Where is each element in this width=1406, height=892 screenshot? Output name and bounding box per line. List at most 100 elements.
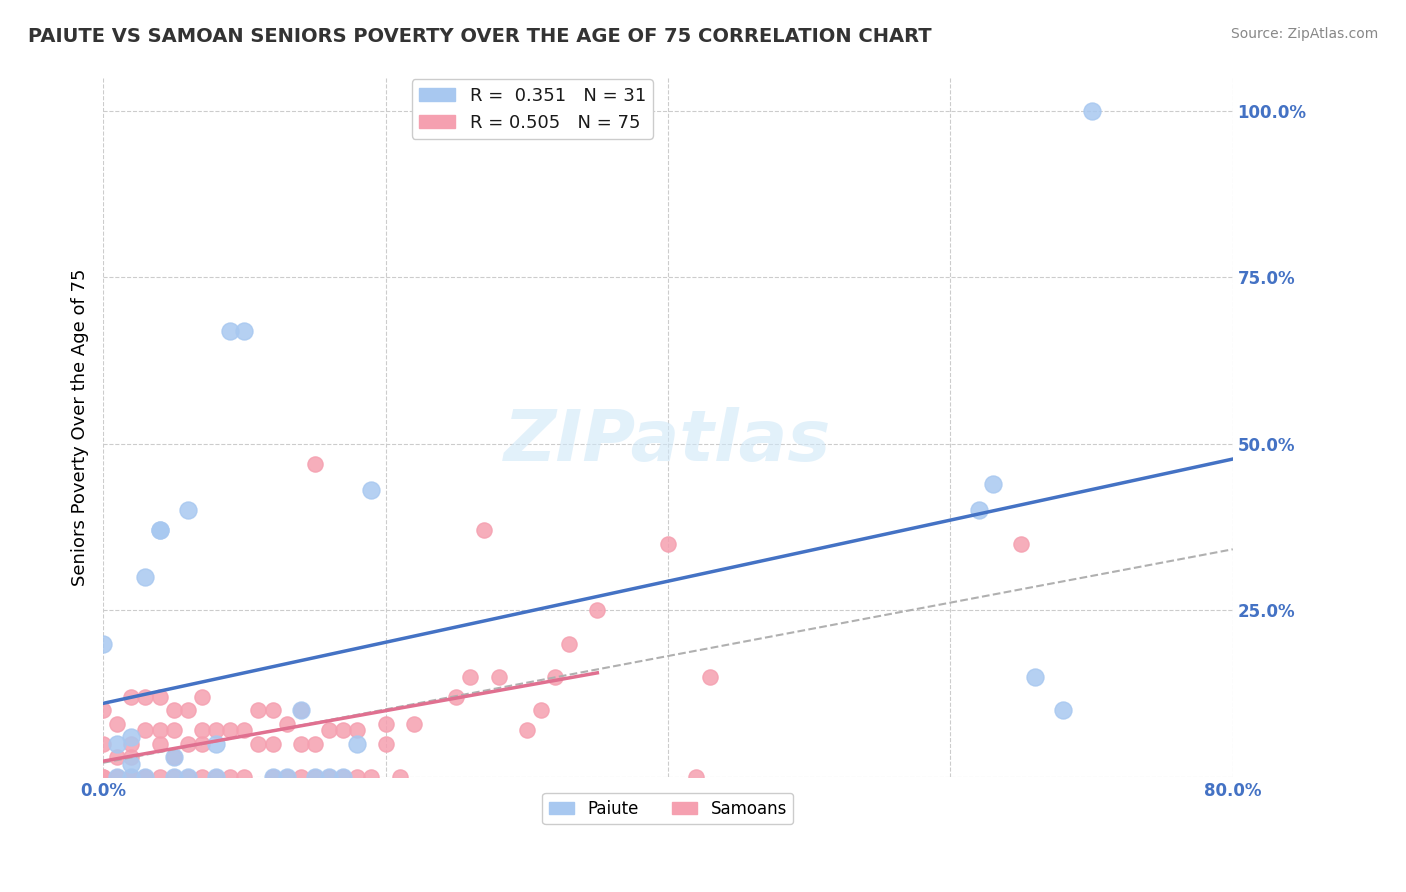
Point (219, 770, 242, 784)
Point (191, 690, 214, 704)
Point (120, 750, 142, 764)
Point (276, 770, 298, 784)
Point (1010, 537, 1032, 551)
Point (219, 723, 242, 738)
Point (444, 690, 467, 704)
Point (149, 723, 172, 738)
Point (149, 524, 172, 538)
Point (346, 770, 368, 784)
Point (105, 716, 128, 731)
Point (318, 770, 340, 784)
Point (105, 770, 128, 784)
Point (318, 723, 340, 738)
Point (586, 603, 609, 617)
Point (177, 737, 200, 751)
Point (233, 723, 256, 738)
Point (205, 737, 228, 751)
Point (233, 324, 256, 338)
Point (134, 570, 156, 584)
Point (120, 756, 142, 771)
Point (1024, 670, 1046, 684)
Point (219, 324, 242, 338)
Point (474, 524, 496, 538)
Point (205, 770, 228, 784)
Point (134, 770, 156, 784)
Point (967, 503, 990, 517)
Point (177, 770, 200, 784)
Point (177, 703, 200, 717)
Point (516, 723, 538, 738)
Point (262, 770, 284, 784)
Point (374, 716, 396, 731)
Point (134, 770, 156, 784)
Point (262, 703, 284, 717)
Point (1080, 103, 1102, 118)
Point (276, 770, 298, 784)
Point (163, 750, 186, 764)
Legend: Paiute, Samoans: Paiute, Samoans (543, 793, 793, 824)
Y-axis label: Seniors Poverty Over the Age of 75: Seniors Poverty Over the Age of 75 (72, 268, 89, 586)
Point (177, 503, 200, 517)
Point (530, 703, 553, 717)
Point (91, 703, 114, 717)
Point (488, 670, 510, 684)
Point (374, 737, 396, 751)
Point (134, 690, 156, 704)
Point (149, 737, 172, 751)
Point (105, 770, 128, 784)
Point (304, 457, 326, 471)
Point (134, 770, 156, 784)
Point (402, 716, 425, 731)
Point (205, 770, 228, 784)
Point (105, 750, 128, 764)
Text: ZIPatlas: ZIPatlas (505, 407, 831, 475)
Point (262, 770, 284, 784)
Point (91, 637, 114, 651)
Point (699, 670, 721, 684)
Point (304, 770, 326, 784)
Text: PAIUTE VS SAMOAN SENIORS POVERTY OVER THE AGE OF 75 CORRELATION CHART: PAIUTE VS SAMOAN SENIORS POVERTY OVER TH… (28, 27, 932, 45)
Point (332, 723, 354, 738)
Point (134, 723, 156, 738)
Point (544, 670, 567, 684)
Point (120, 770, 142, 784)
Point (163, 703, 186, 717)
Point (685, 770, 707, 784)
Point (360, 483, 382, 498)
Point (262, 737, 284, 751)
Point (247, 737, 270, 751)
Point (120, 737, 142, 751)
Point (276, 716, 298, 731)
Point (120, 690, 142, 704)
Point (332, 770, 354, 784)
Point (91, 737, 114, 751)
Point (149, 524, 172, 538)
Text: Source: ZipAtlas.com: Source: ZipAtlas.com (1230, 27, 1378, 41)
Point (163, 770, 186, 784)
Point (290, 770, 312, 784)
Point (346, 723, 368, 738)
Point (290, 737, 312, 751)
Point (247, 703, 270, 717)
Point (205, 723, 228, 738)
Point (458, 670, 481, 684)
Point (163, 723, 186, 738)
Point (149, 770, 172, 784)
Point (290, 703, 312, 717)
Point (1052, 703, 1074, 717)
Point (233, 770, 256, 784)
Point (558, 637, 581, 651)
Point (163, 770, 186, 784)
Point (105, 770, 128, 784)
Point (304, 770, 326, 784)
Point (346, 737, 368, 751)
Point (120, 770, 142, 784)
Point (388, 770, 411, 784)
Point (91, 770, 114, 784)
Point (91, 770, 114, 784)
Point (105, 737, 128, 751)
Point (120, 770, 142, 784)
Point (981, 476, 1004, 491)
Point (191, 723, 214, 738)
Point (177, 770, 200, 784)
